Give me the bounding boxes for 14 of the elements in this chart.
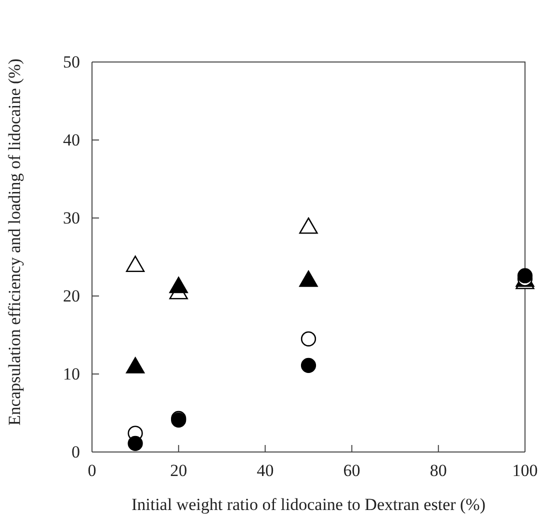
y-tick-label: 10 xyxy=(63,364,80,384)
x-tick-label: 60 xyxy=(343,461,360,480)
x-tick-label: 80 xyxy=(430,461,447,480)
x-tick-label: 0 xyxy=(88,461,96,480)
x-tick-label: 40 xyxy=(256,461,274,480)
y-tick-label: 0 xyxy=(72,442,80,462)
x-tick-label: 100 xyxy=(512,461,538,480)
y-tick-label: 40 xyxy=(63,130,80,150)
y-tick-label: 30 xyxy=(63,208,80,228)
y-tick-label: 50 xyxy=(63,52,80,72)
y-tick-label: 20 xyxy=(63,286,80,306)
x-tick-label: 20 xyxy=(170,461,188,480)
x-axis-title: Initial weight ratio of lidocaine to Dextran ester (%) xyxy=(131,495,486,514)
y-axis-title: Encapsulation efficiency and loading of lidocaine (%) xyxy=(5,58,24,426)
